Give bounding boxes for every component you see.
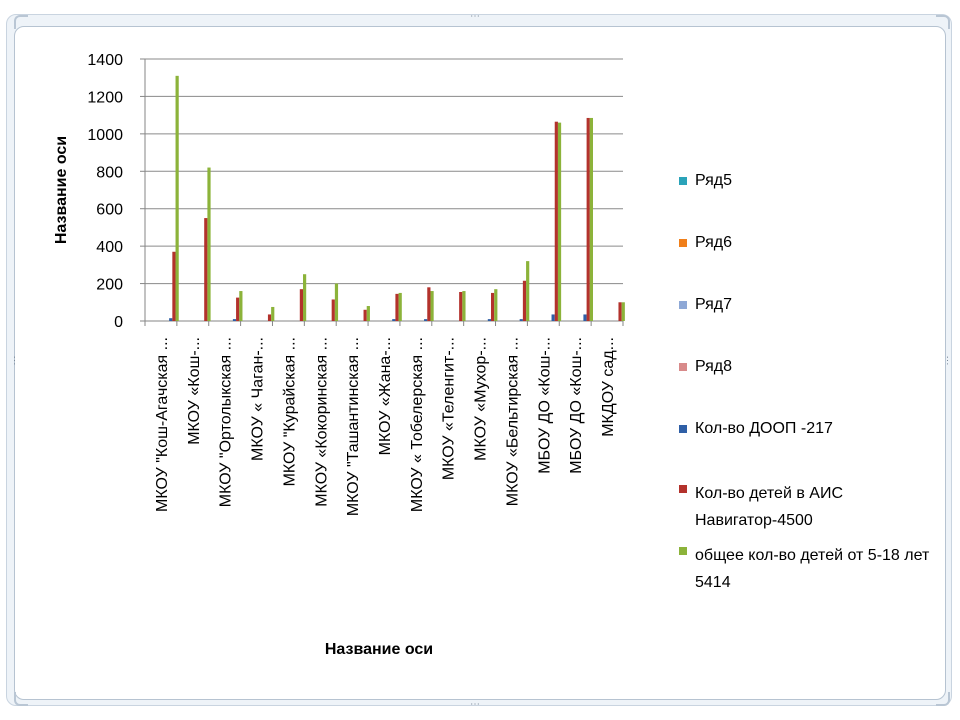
y-tick-label: 800 (96, 164, 123, 181)
legend-item: Кол-во детей в АИС Навигатор-4500 (679, 480, 935, 534)
legend-swatch (679, 177, 687, 185)
bar (175, 75, 179, 321)
legend-swatch (679, 485, 687, 493)
resize-corner-top-right[interactable] (936, 15, 950, 29)
bar (303, 274, 307, 321)
x-tick-label: МКОУ « Тобелерская ... (409, 337, 426, 512)
x-tick-label: МКОУ «Кокоринская ... (313, 337, 330, 507)
bar (334, 283, 339, 321)
bar (395, 293, 399, 321)
resize-handle-top[interactable]: ⋯ (470, 11, 480, 22)
bar (207, 167, 211, 321)
bar (459, 291, 463, 321)
legend-label: Кол-во ДООП -217 (695, 420, 833, 437)
bar (424, 319, 428, 321)
bar (522, 280, 527, 321)
bar (583, 314, 587, 321)
y-tick-label: 1200 (87, 89, 123, 106)
legend-swatch (679, 239, 687, 247)
resize-corner-top-left[interactable] (14, 15, 28, 29)
bar (267, 314, 272, 321)
x-tick-label: МКОУ «Бельтирская ... (504, 337, 521, 506)
bar (430, 291, 434, 321)
y-tick-label: 400 (96, 239, 123, 256)
resize-corner-bottom-right[interactable] (936, 692, 950, 706)
bar (462, 291, 466, 321)
bar (299, 289, 303, 321)
legend-label: Ряд7 (695, 296, 733, 313)
bar (557, 122, 562, 321)
legend-item: Ряд6 (679, 234, 935, 252)
legend-label: Кол-во детей в АИС Навигатор-4500 (695, 485, 843, 529)
resize-handle-bottom[interactable]: ⋯ (470, 699, 480, 710)
bar (618, 302, 622, 321)
x-tick-label: МКОУ « Чаган-... (250, 337, 267, 461)
bar (169, 318, 173, 321)
legend-label: общее кол-во детей от 5-18 лет 5414 (695, 547, 930, 591)
bar (494, 289, 498, 321)
x-tick-label: МКОУ «Мухор-... (473, 337, 490, 461)
bar (239, 291, 243, 321)
x-tick-label: МКДОУ сад... (600, 337, 617, 437)
bar (427, 287, 431, 321)
x-tick-label: МКОУ "Ташантинская ... (345, 337, 362, 516)
bar (232, 319, 237, 321)
x-axis-title: Название оси (325, 641, 433, 658)
x-tick-label: МКОУ «Кош-... (186, 337, 203, 445)
x-tick-label: МКОУ «Жана-... (377, 337, 394, 455)
bar (554, 121, 558, 321)
x-tick-label: МБОУ ДО «Кош-... (568, 337, 585, 474)
chart-area-border (14, 26, 946, 700)
x-tick-label: МКОУ "Ортолыкская ... (218, 337, 235, 507)
legend-swatch (679, 301, 687, 309)
bar (271, 306, 275, 321)
legend-swatch (679, 547, 687, 555)
bar (204, 218, 208, 321)
bar (621, 302, 625, 321)
bar (366, 306, 370, 321)
legend-item: Кол-во ДООП -217 (679, 420, 935, 438)
legend-item: Ряд8 (679, 358, 935, 376)
bar (363, 309, 367, 321)
y-tick-label: 600 (96, 202, 123, 219)
bar (589, 117, 593, 321)
x-tick-label: МКОУ "Курайская ... (281, 337, 298, 486)
y-tick-label: 0 (114, 314, 123, 331)
legend-label: Ряд6 (695, 234, 733, 251)
legend-item: Ряд5 (679, 172, 935, 190)
y-tick-label: 1000 (87, 127, 123, 144)
legend-swatch (679, 363, 687, 371)
legend-label: Ряд5 (695, 172, 733, 189)
y-axis-title: Название оси (53, 136, 70, 244)
bar (331, 299, 335, 321)
bar (519, 319, 523, 321)
bar (172, 251, 176, 321)
bar (236, 297, 240, 321)
y-tick-label: 1400 (87, 52, 123, 69)
legend-swatch (679, 425, 687, 433)
legend-label: Ряд8 (695, 358, 733, 375)
bar (586, 117, 590, 321)
bar (392, 319, 396, 321)
bar (487, 319, 491, 321)
legend-item: общее кол-во детей от 5-18 лет 5414 (679, 542, 935, 596)
bar (398, 292, 402, 321)
y-tick-label: 200 (96, 277, 123, 294)
bar (526, 261, 530, 321)
x-tick-label: МБОУ ДО «Кош-... (536, 337, 553, 474)
legend-item: Ряд7 (679, 296, 935, 314)
x-tick-label: МКОУ "Кош-Агачская ... (154, 337, 171, 512)
bar (551, 314, 555, 321)
x-tick-label: МКОУ «Теленгит-... (441, 337, 458, 480)
resize-corner-bottom-left[interactable] (14, 692, 28, 706)
bar (491, 292, 495, 321)
